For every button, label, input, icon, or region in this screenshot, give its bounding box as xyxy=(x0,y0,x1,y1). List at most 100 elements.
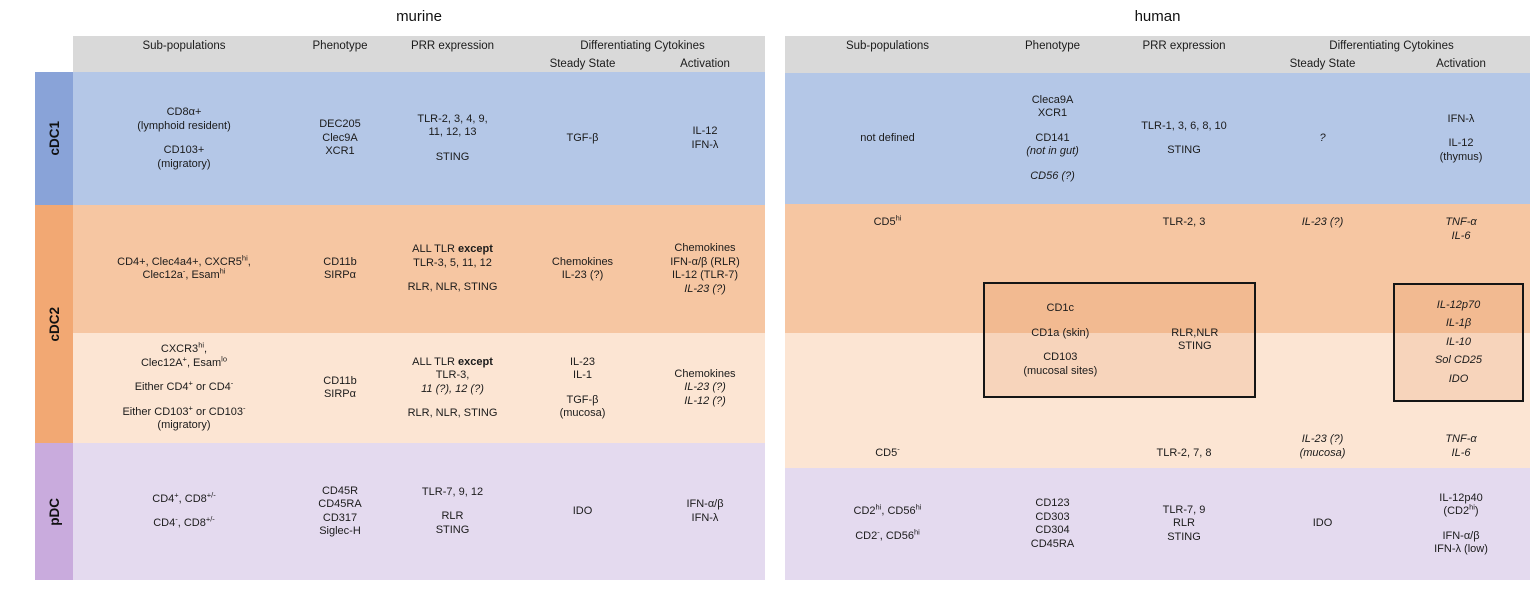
cell-line: (lymphoid resident) xyxy=(137,119,231,132)
cell-line: CD5hi xyxy=(873,213,902,228)
murine-cdc2-row-2: CXCR3hi, Clec12A+, Esamlo Either CD4+ or C… xyxy=(73,333,765,443)
cell-line: CD4+, Clec4a4+, CXCR5hi, xyxy=(117,252,251,268)
cell-line: IL-23 (?) xyxy=(684,381,726,394)
cell-line: CD8α+ xyxy=(166,106,202,118)
cell-line: CD304 xyxy=(1035,524,1070,536)
cell-line: CD4-, CD8+/- xyxy=(153,514,215,529)
row-group-label-column: cDC1 cDC2 pDC xyxy=(35,72,73,580)
cell-line: CD11b xyxy=(323,255,357,268)
cell-human-cdc1-subpopulations: not defined xyxy=(785,73,990,204)
header-differentiating-cytokines: Differentiating Cytokines xyxy=(1329,39,1454,52)
cell-line: CD45RA xyxy=(318,498,362,510)
cell-line: IL-12p40 xyxy=(1439,491,1483,504)
cell-murine-pdc-prr: TLR-7, 9, 12 RLR STING xyxy=(385,443,520,580)
cell-human-pdc-steady-state: IDO xyxy=(1253,468,1392,580)
cell-murine-cdc1-subpopulations: CD8α+ (lymphoid resident) CD103+ (migratory… xyxy=(73,72,295,205)
human-header-row: Sub-populations Phenotype PRR expression… xyxy=(785,36,1530,73)
cell-line: CD5- xyxy=(875,443,900,459)
cell-line: CD103 xyxy=(1043,351,1078,363)
header-phenotype: Phenotype xyxy=(1025,39,1080,52)
murine-cdc1-row: CD8α+ (lymphoid resident) CD103+ (migratory… xyxy=(73,72,765,205)
cell-line: ? xyxy=(1319,131,1326,144)
cell-murine-cdc2a-prr: ALL TLR except TLR-3, 5, 11, 12 RLR, NLR, … xyxy=(385,205,520,333)
cell-line: IFN-α/β xyxy=(1442,529,1480,542)
cell-murine-cdc1-steady-state: TGF-β xyxy=(520,72,645,205)
cell-line: IL-12 (?) xyxy=(684,394,726,407)
row-group-label-text: cDC2 xyxy=(46,306,62,342)
human-cdc1-row: not defined Cleca9A XCR1 CD141 (not in gut)… xyxy=(785,73,1530,204)
cell-line: CD123 xyxy=(1035,497,1070,509)
cell-murine-cdc1-prr: TLR-2, 3, 4, 9, 11, 12, 13 STING xyxy=(385,72,520,205)
cell-line: ALL TLR except xyxy=(412,243,493,256)
cell-line: (mucosa) xyxy=(1299,446,1346,459)
cell-murine-cdc2b-prr: ALL TLR except TLR-3, 11 (?), 12 (?) RLR, N… xyxy=(385,333,520,443)
header-steady-state: Steady State xyxy=(1289,58,1356,70)
human-cdc2-shared-cytokines-box: IL-12p70 IL-1β IL-10 Sol CD25 IDO xyxy=(1393,283,1524,402)
cell-murine-cdc2b-activation: Chemokines IL-23 (?) IL-12 (?) xyxy=(645,333,765,443)
cell-line: CD45R xyxy=(321,484,359,497)
cell-human-cdc1-steady-state: ? xyxy=(1253,73,1392,204)
cell-line: Clec12A+, Esamlo xyxy=(140,354,228,369)
cell-human-pdc-phenotype: CD123 CD303 CD304 CD45RA xyxy=(990,468,1115,580)
header-differentiating-cytokines: Differentiating Cytokines xyxy=(580,39,705,52)
cell-murine-cdc2a-phenotype: CD11b SIRPα xyxy=(295,205,385,333)
cell-line: TLR-2, 3, 4, 9, xyxy=(417,112,488,125)
cell-human-cdc2b-subpopulations: CD5- xyxy=(785,333,990,468)
cell-line: IL-6 xyxy=(1451,229,1471,242)
cell-line: not defined xyxy=(860,131,915,144)
cell-line: CXCR3hi, xyxy=(160,340,208,356)
row-group-label-cdc1: cDC1 xyxy=(35,72,73,205)
cell-murine-pdc-steady-state: IDO xyxy=(520,443,645,580)
cell-line: CD2-, CD56hi xyxy=(855,526,920,542)
cell-line: TGF-β xyxy=(566,393,599,406)
row-group-label-pdc: pDC xyxy=(35,443,73,580)
cell-line: (not in gut) xyxy=(1026,145,1079,158)
cell-line: (migratory) xyxy=(157,157,211,170)
cell-human-cdc2b-activation: TNF-α IL-6 xyxy=(1392,333,1530,468)
cell-murine-pdc-subpopulations: CD4+, CD8+/- CD4-, CD8+/- xyxy=(73,443,295,580)
row-group-label-text: cDC1 xyxy=(46,121,62,156)
cell-line: IL-6 xyxy=(1451,446,1471,459)
cell-line: SIRPα xyxy=(323,269,357,281)
cell-line: Siglec-H xyxy=(319,525,361,537)
cell-human-cdc1-phenotype: Cleca9A XCR1 CD141 (not in gut) CD56 (?) xyxy=(990,73,1115,204)
cell-line: 11, 12, 13 xyxy=(428,126,477,139)
cell-line: (CD2hi) xyxy=(1443,502,1479,517)
cell-line: TLR-1, 3, 6, 8, 10 xyxy=(1141,119,1227,132)
cell-line: IL-12p70 xyxy=(1436,298,1481,311)
cell-murine-pdc-activation: IFN-α/β IFN-λ xyxy=(645,443,765,580)
cell-line: ALL TLR except xyxy=(412,355,493,368)
cell-line: IDO xyxy=(1312,517,1333,530)
murine-table-title: murine xyxy=(396,8,442,25)
cell-line: CD4+, CD8+/- xyxy=(152,489,216,505)
cell-line: CD1a (skin) xyxy=(1031,326,1090,339)
cell-line: IL-23 (?) xyxy=(1301,433,1344,445)
header-activation: Activation xyxy=(680,57,730,70)
cell-line: IL-1 xyxy=(573,369,592,381)
cell-human-pdc-prr: TLR-7, 9 RLR STING xyxy=(1115,468,1253,580)
human-pdc-row: CD2hi, CD56hi CD2-, CD56hi CD123 CD303 CD30… xyxy=(785,468,1530,580)
cell-murine-cdc2a-activation: Chemokines IFN-α/β (RLR) IL-12 (TLR-7) IL-2… xyxy=(645,205,765,333)
cell-line: TNF-α xyxy=(1445,216,1477,228)
cell-line: Chemokines xyxy=(551,255,614,268)
cell-line: Either CD4+ or CD4- xyxy=(134,378,234,394)
cell-line: Either CD103+ or CD103- xyxy=(122,403,246,418)
cell-line: CD103+ xyxy=(163,144,205,156)
human-table-title: human xyxy=(1134,8,1181,25)
cell-line: RLR xyxy=(1172,517,1195,530)
cell-line: IFN-λ xyxy=(691,511,719,524)
cell-line: RLR xyxy=(441,510,464,523)
header-activation: Activation xyxy=(1436,58,1486,70)
cell-line: STING xyxy=(1167,144,1201,156)
cell-line: IL-12 xyxy=(1448,137,1474,150)
shared-prr-list: RLR,NLR STING xyxy=(1136,284,1254,396)
cell-murine-cdc2b-steady-state: IL-23 IL-1 TGF-β (mucosa) xyxy=(520,333,645,443)
cell-human-cdc2a-steady-state: IL-23 (?) xyxy=(1253,204,1392,333)
cell-murine-cdc2b-subpopulations: CXCR3hi, Clec12A+, Esamlo Either CD4+ or C… xyxy=(73,333,295,443)
cell-line: IL-1β xyxy=(1445,317,1472,330)
cell-line: (mucosa) xyxy=(559,407,606,419)
cell-line: RLR, NLR, STING xyxy=(407,407,498,419)
cell-line: CD56 (?) xyxy=(1030,169,1075,182)
cell-line: IL-23 (?) xyxy=(1301,216,1344,228)
cell-human-cdc2b-prr: TLR-2, 7, 8 xyxy=(1115,333,1253,468)
